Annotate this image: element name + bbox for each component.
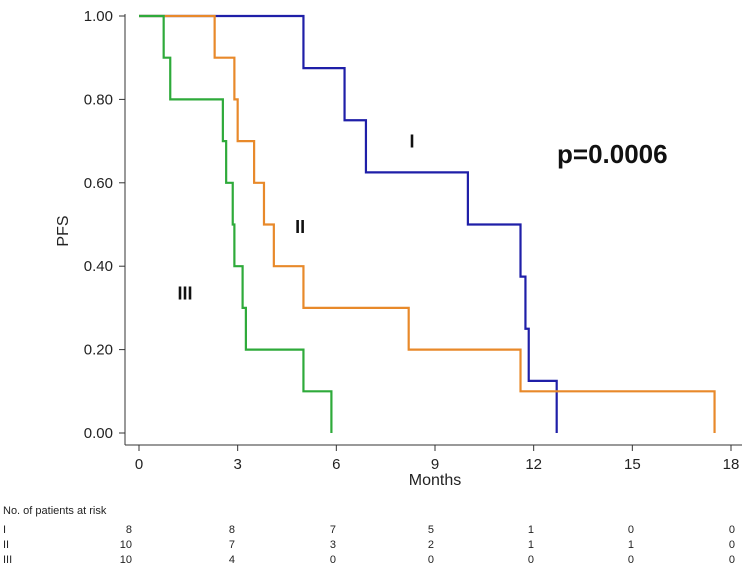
risk-count: 7 [330,524,336,536]
risk-count: 1 [528,524,534,536]
km-curve-i [139,14,558,433]
risk-count: 10 [120,539,132,551]
risk-count: 0 [628,524,634,536]
group-label-i: I [409,131,414,151]
risk-count: 0 [528,554,534,566]
group-label-ii: II [295,217,305,237]
risk-count: 0 [428,554,434,566]
x-tick-label: 9 [431,456,439,473]
y-tick-label: 0.80 [84,91,113,108]
risk-row-label: III [3,554,12,566]
p-value-annotation: p=0.0006 [557,139,668,169]
x-axis-title: Months [409,472,461,489]
y-tick-label: 0.40 [84,258,113,275]
risk-count: 0 [729,524,735,536]
risk-count: 2 [428,539,434,551]
x-tick-label: 15 [624,456,641,473]
x-tick-label: 6 [332,456,340,473]
risk-count: 7 [229,539,235,551]
risk-count: 8 [229,524,235,536]
x-tick-label: 12 [525,456,542,473]
x-tick-label: 0 [135,456,143,473]
y-tick-label: 0.20 [84,342,113,359]
risk-count: 10 [120,554,132,566]
km-curve-ii [139,14,716,433]
risk-count: 8 [126,524,132,536]
risk-count: 0 [729,539,735,551]
y-tick-label: 0.00 [84,425,113,442]
km-curve-iii [139,14,333,433]
risk-count: 0 [729,554,735,566]
risk-table-title: No. of patients at risk [3,505,107,517]
risk-count: 4 [229,554,235,566]
risk-count: 0 [628,554,634,566]
group-label-iii: III [178,284,193,304]
y-axis-title: PFS [55,215,72,246]
risk-count: 1 [528,539,534,551]
risk-count: 0 [330,554,336,566]
risk-count: 5 [428,524,434,536]
risk-row-label: I [3,524,6,536]
risk-row-label: II [3,539,9,551]
x-tick-label: 3 [233,456,241,473]
risk-count: 3 [330,539,336,551]
y-tick-label: 0.60 [84,175,113,192]
x-tick-label: 18 [723,456,740,473]
risk-count: 1 [628,539,634,551]
y-tick-label: 1.00 [84,8,113,25]
